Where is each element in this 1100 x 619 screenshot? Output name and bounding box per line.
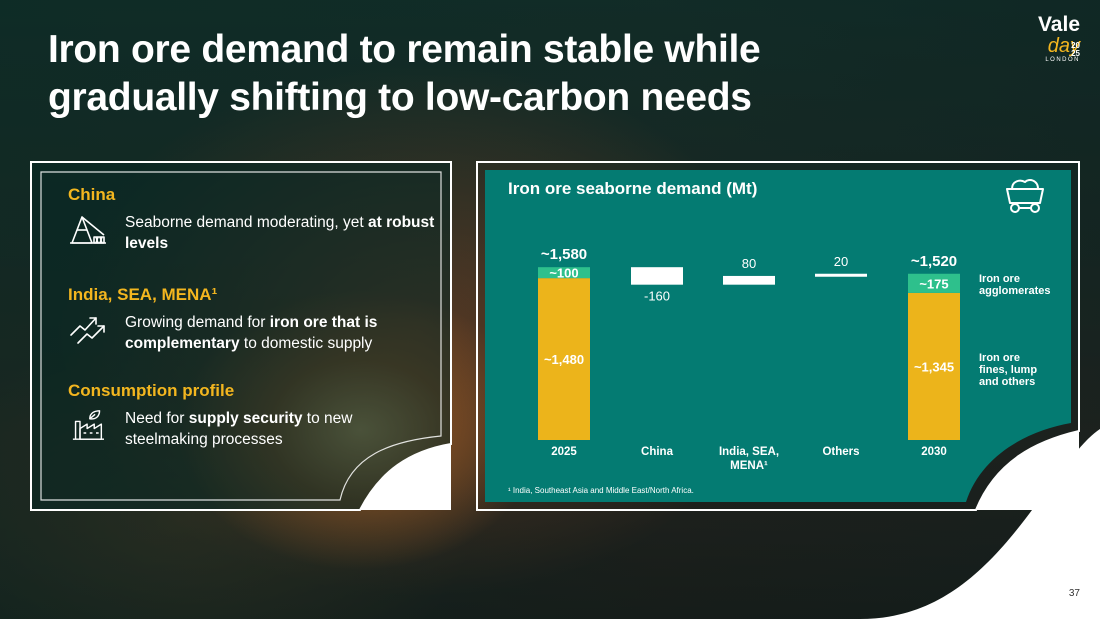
total-label-2030: ~1,520 [911,253,957,270]
data-label-2030-agglomerates: ~175 [919,276,948,291]
change-label-2: 20 [834,254,848,269]
demand-chart-card: Iron ore seaborne demand (Mt) ~1,480 ~100… [476,161,1080,511]
driver-consumption-text: Need for supply security to new steelmak… [125,410,353,448]
change-bar-0 [631,267,683,285]
logo-year: 20 25 [1071,42,1080,58]
legend-agglomerates: Iron ore agglomerates [979,273,1051,297]
ore-cart-icon [1006,179,1044,213]
waterfall-plot: ~1,480 ~100 ~1,580 2025 -160 China 80 India, SE… [538,246,1051,472]
driver-india-heading: India, SEA, MENA¹ [68,285,218,304]
data-label-2030-fines: ~1,345 [914,359,954,374]
green-factory-icon [72,410,104,440]
x-tick-2: Others [822,446,859,458]
bar-2030-fines [908,292,960,440]
key-drivers-card-frame [30,161,452,511]
logo-year-top: 20 [1071,41,1080,50]
legend-fines: Iron ore fines, lump and others [979,352,1037,388]
driver-consumption-heading: Consumption profile [68,381,235,400]
logo-year-bottom: 25 [1071,49,1080,58]
driver-china: China Seaborne demand moderating, yet at… [68,185,438,255]
crane-icon [70,216,106,244]
page-number: 37 [1068,588,1080,599]
change-bar-1 [723,275,775,285]
logo-brand: Vale [1037,13,1080,36]
chart-title: Iron ore seaborne demand (Mt) [508,179,758,198]
growth-arrows-icon [70,317,105,344]
slide-title-line-1: Iron ore demand to remain stable while [48,28,761,71]
x-tick-2030: 2030 [921,446,947,458]
slide-title: Iron ore demand to remain stable while g… [48,26,928,121]
driver-india-sea-mena: India, SEA, MENA¹ Growing demand for iro… [68,285,438,355]
bar-2025-fines [538,278,590,440]
total-label-2025: ~1,580 [541,246,587,263]
x-tick-2025: 2025 [551,446,577,458]
driver-consumption-profile: Consumption profile Need for supply secu… [68,381,438,451]
bar-2030-agglomerates [908,273,960,293]
driver-china-text: Seaborne demand moderating, yet at robus… [125,214,435,252]
chart-footnote: ¹ India, Southeast Asia and Middle East/… [508,486,694,495]
background-white-wave [860,429,1100,619]
driver-india-text: Growing demand for iron ore that is comp… [125,314,378,352]
x-tick-0: China [641,446,674,458]
key-drivers-card: China Seaborne demand moderating, yet at… [30,161,452,511]
vale-day-logo: Vale day LONDON 20 25 [1010,14,1080,63]
slide-title-line-2: gradually shifting to low-carbon needs [48,75,752,119]
change-label-1: 80 [742,256,756,271]
logo-city: LONDON [1045,57,1080,63]
change-bar-2 [815,273,867,277]
change-label-0: -160 [644,289,670,304]
logo-event: day [1047,35,1080,57]
data-label-2025-agglomerates: ~100 [549,266,578,281]
driver-china-heading: China [68,185,116,204]
bar-2025-agglomerates [538,267,590,279]
data-label-2025-fines: ~1,480 [544,352,584,367]
x-tick-1: India, SEA, MENA¹ [719,446,779,472]
